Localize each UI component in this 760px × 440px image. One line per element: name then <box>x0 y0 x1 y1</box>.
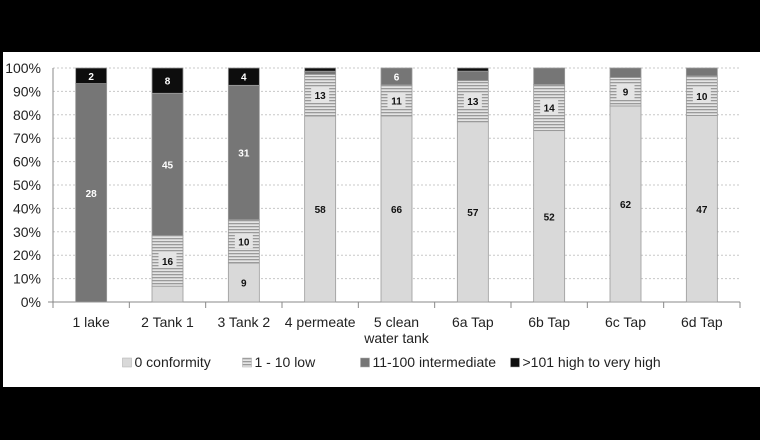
bar-segment <box>227 262 260 303</box>
data-label: 58 <box>315 205 327 216</box>
data-label: 47 <box>696 205 708 216</box>
legend-swatch <box>122 357 132 368</box>
data-label: 14 <box>544 104 556 115</box>
data-label: 10 <box>238 237 250 248</box>
data-label-background <box>692 87 711 103</box>
bar-segment <box>227 84 260 221</box>
bar-segment <box>227 67 260 86</box>
data-label: 6 <box>394 72 400 83</box>
data-label: 62 <box>620 200 632 211</box>
data-label: 45 <box>162 160 174 171</box>
y-tick-label: 10% <box>13 271 41 287</box>
data-label: 66 <box>391 205 403 216</box>
legend-label: >101 high to very high <box>523 354 661 370</box>
data-label: 28 <box>86 189 98 200</box>
bar-segment <box>609 67 642 78</box>
data-label-background <box>234 233 253 249</box>
bar-segment <box>151 285 184 303</box>
data-label: 8 <box>165 77 171 88</box>
data-label: 57 <box>467 208 479 219</box>
data-label: 11 <box>391 96 402 107</box>
y-tick-label: 0% <box>21 294 41 310</box>
y-tick-label: 70% <box>13 130 41 146</box>
y-tick-label: 60% <box>13 154 41 170</box>
x-category-label: water tank <box>363 330 430 346</box>
data-label: 9 <box>241 279 247 290</box>
y-tick-label: 50% <box>13 177 41 193</box>
data-label: 4 <box>241 73 247 84</box>
bar-segment <box>151 67 184 94</box>
y-tick-label: 20% <box>13 247 41 263</box>
legend-label: 11-100 intermediate <box>373 354 497 370</box>
bar-segment <box>533 130 566 303</box>
bar-segment <box>304 67 337 72</box>
data-label: 9 <box>623 88 629 99</box>
data-label: 52 <box>544 212 556 223</box>
x-category-label: 6c Tap <box>605 314 646 330</box>
x-category-label: 1 lake <box>72 314 110 330</box>
legend-swatch <box>242 357 252 368</box>
legend-label: 1 - 10 low <box>255 354 317 370</box>
bar-segment <box>533 67 566 85</box>
bar-segment <box>456 70 489 82</box>
data-label-background <box>387 92 406 108</box>
bar-segment <box>456 121 489 303</box>
x-category-label: 4 permeate <box>285 314 356 330</box>
data-label-background <box>311 87 330 103</box>
y-tick-label: 30% <box>13 224 41 240</box>
chart-area: 0%10%20%30%40%50%60%70%80%90%100%02821 l… <box>3 52 760 387</box>
x-category-label: 6b Tap <box>528 314 570 330</box>
bar-segment <box>380 115 413 303</box>
bar-segment <box>456 67 489 72</box>
stacked-bar-chart: 0%10%20%30%40%50%60%70%80%90%100%02821 l… <box>5 60 741 370</box>
bar-segment <box>380 67 413 86</box>
data-label-background <box>158 252 177 268</box>
data-label-background <box>463 93 482 109</box>
x-category-label: 6d Tap <box>681 314 723 330</box>
data-label: 16 <box>162 257 174 268</box>
bar-segment <box>685 67 718 77</box>
data-label-background <box>540 99 559 115</box>
data-label: 13 <box>467 97 479 108</box>
bar-segment <box>75 83 108 303</box>
x-category-label: 2 Tank 1 <box>141 314 194 330</box>
y-tick-label: 90% <box>13 83 41 99</box>
bar-segment <box>151 92 184 236</box>
legend-swatch <box>360 357 370 368</box>
y-tick-label: 80% <box>13 107 41 123</box>
x-category-label: 6a Tap <box>452 314 494 330</box>
bar-segment <box>685 115 718 303</box>
x-category-label: 3 Tank 2 <box>217 314 270 330</box>
data-label: 31 <box>238 149 250 160</box>
bar-segment <box>304 74 337 117</box>
y-tick-label: 100% <box>5 60 41 76</box>
data-label: 2 <box>88 72 94 83</box>
data-label: 10 <box>696 92 708 103</box>
data-label: 13 <box>315 91 327 102</box>
legend-label: 0 conformity <box>135 354 211 370</box>
bar-segment <box>304 70 337 75</box>
y-tick-label: 40% <box>13 200 41 216</box>
data-label-background <box>616 83 635 99</box>
x-category-label: 5 clean <box>374 314 419 330</box>
legend-swatch <box>510 357 520 368</box>
bar-segment <box>75 67 108 85</box>
